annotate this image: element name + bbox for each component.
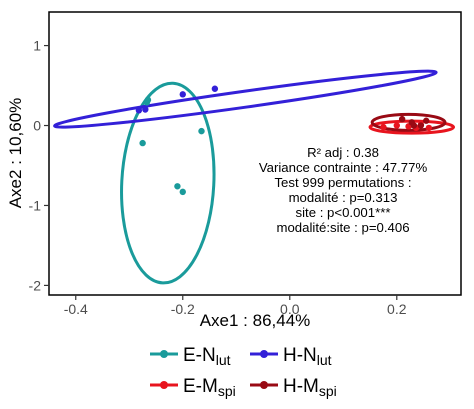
legend-item-h-m-spi: H-Mspi — [250, 376, 337, 399]
point-h-n-lut — [179, 91, 186, 98]
annotation-line: modalité : p=0.313 — [289, 190, 398, 205]
point-e-n-lut — [198, 127, 205, 135]
point-h-m-spi — [423, 117, 430, 124]
legend-key-point — [160, 350, 168, 358]
point-h-m-spi — [410, 122, 418, 129]
point-e-n-lut — [139, 139, 146, 147]
annotation-line: site : p<0.001*** — [296, 205, 391, 220]
point-e-m-spi — [393, 122, 400, 129]
annotation-line: Variance contrainte : 47.77% — [259, 160, 428, 175]
y-tick-label: -2 — [29, 277, 42, 293]
x-tick-label: -0.2 — [171, 301, 195, 317]
ellipse-h-n-lut — [53, 69, 438, 129]
panel-border — [48, 11, 462, 296]
annotation-line: R² adj : 0.38 — [307, 145, 379, 160]
legend: E-Nlut H-Nlut E-Mspi H-Mspi — [150, 345, 337, 399]
annotation-line: Test 999 permutations : — [274, 175, 411, 190]
ellipse-e-n-lut — [120, 81, 216, 285]
legend-key-point — [260, 350, 268, 358]
legend-item-e-n-lut: E-Nlut — [150, 345, 231, 368]
legend-key-point — [260, 381, 268, 389]
y-tick-label: -1 — [29, 197, 42, 213]
points-layer — [135, 85, 433, 196]
annotation-block: R² adj : 0.38 Variance contrainte : 47.7… — [259, 145, 428, 235]
legend-key-point — [160, 381, 168, 389]
point-h-m-spi — [417, 122, 425, 129]
legend-item-e-m-spi: E-Mspi — [150, 376, 236, 399]
point-h-n-lut — [142, 106, 149, 113]
ticks-layer: -0.4 -0.2 0.0 0.2 1 0 -1 -2 — [29, 38, 407, 317]
point-h-n-lut — [135, 107, 143, 114]
ellipse-h-m-spi — [370, 112, 447, 132]
legend-label: E-Nlut — [183, 345, 231, 368]
legend-label: H-Nlut — [283, 345, 332, 368]
point-h-n-lut — [211, 85, 219, 92]
legend-label: E-Mspi — [183, 376, 236, 399]
point-e-m-spi — [425, 124, 433, 132]
y-axis-title: Axe2 : 10,60% — [6, 98, 25, 209]
point-e-n-lut — [174, 183, 181, 190]
point-e-m-spi — [380, 123, 387, 131]
legend-label: H-Mspi — [283, 376, 337, 399]
x-tick-label: -0.4 — [64, 301, 88, 317]
point-e-n-lut — [179, 188, 186, 196]
x-tick-label: 0.2 — [387, 301, 407, 317]
y-tick-label: 1 — [33, 38, 41, 54]
annotation-line: modalité:site : p=0.406 — [276, 220, 409, 235]
point-e-n-lut — [143, 99, 151, 106]
ellipses-layer — [53, 69, 456, 285]
point-h-m-spi — [398, 115, 406, 123]
legend-item-h-n-lut: H-Nlut — [250, 345, 332, 368]
x-axis-title: Axe1 : 86,44% — [200, 311, 311, 330]
x-tick-label: 0.0 — [280, 301, 300, 317]
y-tick-label: 0 — [33, 118, 41, 134]
